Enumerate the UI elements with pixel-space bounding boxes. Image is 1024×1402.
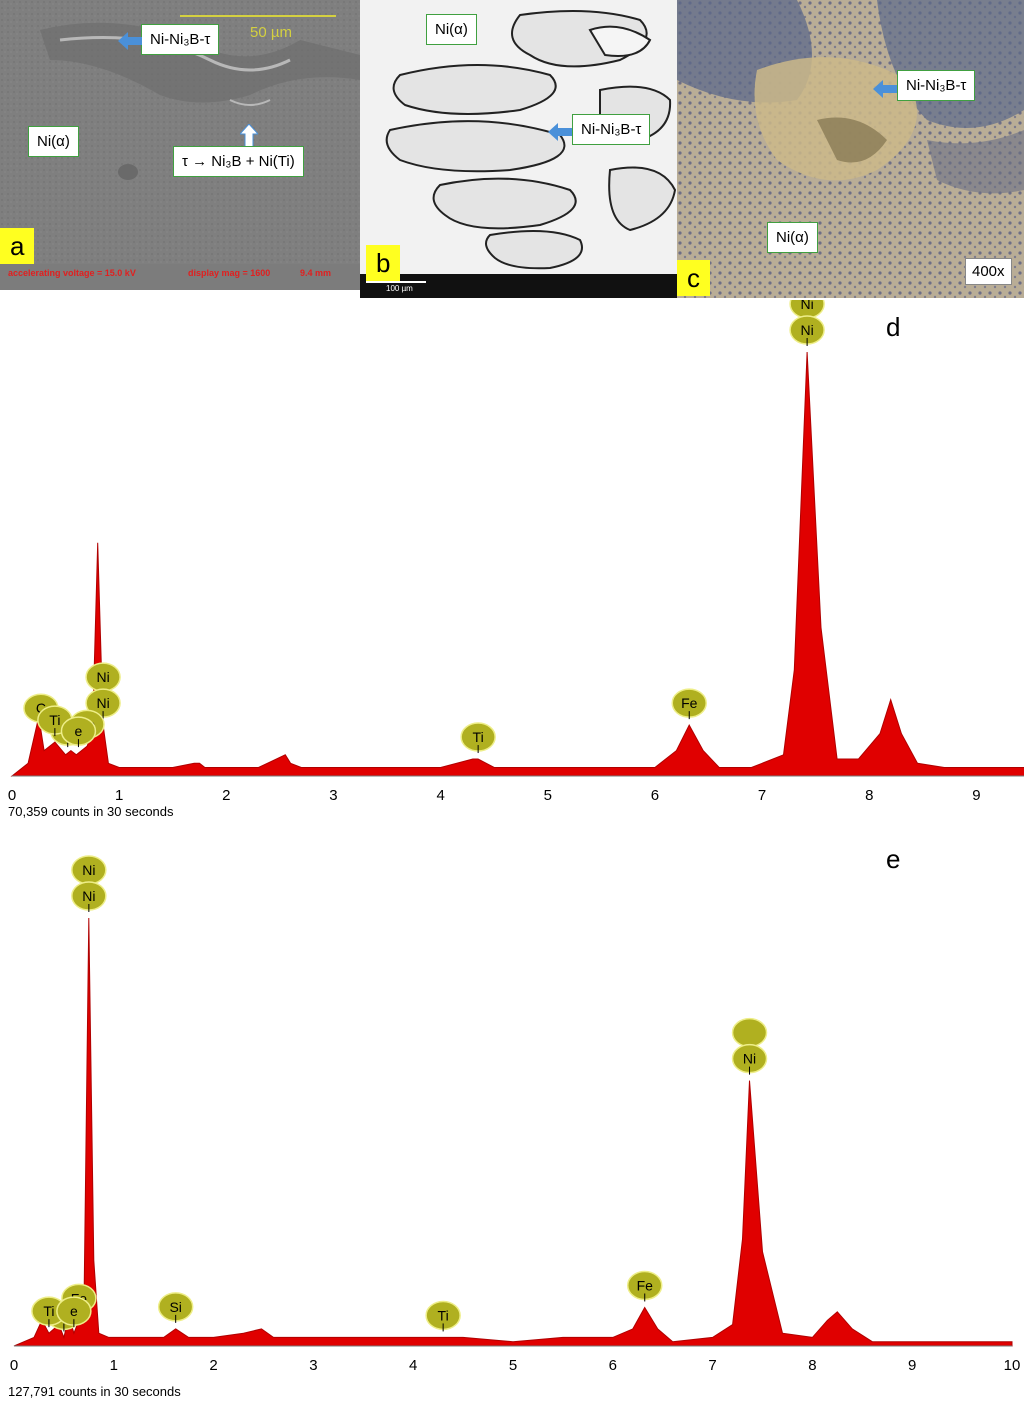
spectrum-area [13, 917, 1013, 1347]
x-tick-label: 4 [409, 1357, 417, 1374]
x-tick-label: 6 [651, 787, 659, 804]
x-tick-label: 5 [509, 1357, 517, 1374]
peak-label-text: Ti [473, 729, 484, 745]
magnification-label: 400x [965, 258, 1012, 285]
micrograph-b-texture [360, 0, 677, 298]
footer-wd: 9.4 mm [300, 268, 332, 278]
peak-label-ti: Ti [460, 722, 496, 754]
peak-label-fe: Fe [671, 688, 707, 720]
spectrum-area [10, 351, 1024, 777]
peak-label-text: C [36, 700, 46, 716]
arrow-up-icon [240, 124, 258, 148]
peak-label-text: Ti [49, 712, 60, 728]
peak-label-si: Si [157, 1292, 194, 1323]
x-tick-label: 9 [972, 787, 980, 804]
counts-caption-d: 70,359 counts in 30 seconds [8, 804, 174, 819]
arrow-left-icon [873, 80, 897, 98]
micrograph-c-texture [677, 0, 1024, 298]
x-tick-label: 5 [544, 787, 552, 804]
x-tick-label: 2 [222, 787, 230, 804]
eds-spectrum-e-plot: 012345678910NiNiNiFeOTieSiTiFe [10, 855, 1021, 1374]
counts-caption-e: 127,791 counts in 30 seconds [8, 1384, 181, 1399]
eds-spectrum-e: 012345678910NiNiNiFeOTieSiTiFe e 127,791… [0, 838, 1024, 1402]
x-tick-label: 8 [808, 1357, 816, 1374]
footer-mag: display mag = 1600 [188, 268, 271, 278]
peak-label-badge [731, 1017, 768, 1048]
x-tick-label: 3 [329, 787, 337, 804]
x-tick-label: 0 [10, 1357, 18, 1374]
peak-label-text: Ti [438, 1307, 449, 1323]
peak-label-text: Ni [96, 695, 109, 711]
arrow-left-icon [118, 32, 142, 50]
panel-letter-c: c [677, 260, 710, 296]
peak-label-fe: Fe [626, 1270, 663, 1302]
callout-phase-b: Ni-Ni₃B-τ [572, 114, 651, 145]
peak-label-text: e [75, 723, 83, 739]
peak-label-text: e [70, 1303, 78, 1319]
peak-label-text: Si [169, 1299, 181, 1315]
peak-label-ni: Ni Ni [789, 300, 825, 346]
footer-voltage: accelerating voltage = 15.0 kV [8, 268, 136, 278]
chart-letter-e: e [886, 844, 901, 874]
x-tick-label: 7 [708, 1357, 716, 1374]
peak-label-text: Ni [96, 669, 109, 685]
callout-matrix-b: Ni(α) [426, 14, 477, 45]
x-tick-label: 4 [436, 787, 444, 804]
chart-letter-d: d [886, 312, 901, 342]
x-tick-label: 8 [865, 787, 873, 804]
peak-label-ni: Ni [731, 1017, 768, 1075]
x-tick-label: 3 [309, 1357, 317, 1374]
peak-label-text: Ni [743, 1051, 756, 1067]
scale-label-b: 100 µm [386, 284, 413, 293]
x-tick-label: 7 [758, 787, 766, 804]
peak-label-text: Fe [637, 1277, 654, 1293]
peak-label-text: Ni [800, 300, 813, 312]
footer-strip-a [0, 264, 360, 290]
x-tick-label: 0 [8, 787, 16, 804]
peak-label-e: e [56, 1296, 92, 1328]
x-tick-label: 2 [209, 1357, 217, 1374]
x-tick-label: 1 [110, 1357, 118, 1374]
peak-label-text: Ni [82, 862, 95, 878]
x-tick-label: 9 [908, 1357, 916, 1374]
peak-label-text: Ti [43, 1303, 54, 1319]
callout-phase-a: Ni-Ni₃B-τ [141, 24, 220, 55]
callout-matrix-c: Ni(α) [767, 222, 818, 253]
panel-letter-a: a [0, 228, 35, 264]
callout-matrix-a: Ni(α) [28, 126, 79, 157]
micrograph-b: 100 µm Ni(α) Ni-Ni₃B-τ b [360, 0, 677, 298]
scale-label-a: 50 µm [250, 24, 292, 41]
peak-label-text: Ni [800, 322, 813, 338]
callout-phase-c: Ni-Ni₃B-τ [897, 70, 976, 101]
peak-label-ni: Ni Ni [85, 662, 121, 720]
arrow-left-icon [548, 123, 572, 141]
callout-reaction-a: τ → Ni₃B + Ni(Ti) [173, 146, 304, 177]
x-tick-label: 6 [609, 1357, 617, 1374]
peak-label-text: Ni [82, 888, 95, 904]
peak-label-ni: Ni Ni [71, 855, 107, 912]
scale-bar-a [180, 15, 336, 17]
micrograph-a: 50 µm Ni-Ni₃B-τ Ni(α) τ → Ni₃B + Ni(Ti) … [0, 0, 360, 290]
eds-spectrum-d-plot: 0123456789NiNiNiNiCOFeTieTiFe [8, 300, 1024, 804]
x-tick-label: 1 [115, 787, 123, 804]
peak-label-e: e [60, 716, 97, 748]
eds-spectrum-d: 0123456789NiNiNiNiCOFeTieTiFe d 70,359 c… [0, 300, 1024, 825]
x-tick-label: 10 [1004, 1357, 1021, 1374]
micrograph-c: Ni-Ni₃B-τ Ni(α) 400x c [677, 0, 1024, 298]
peak-label-ti: Ti [425, 1300, 461, 1332]
peak-label-text: Fe [681, 695, 698, 711]
panel-letter-b: b [366, 245, 401, 281]
